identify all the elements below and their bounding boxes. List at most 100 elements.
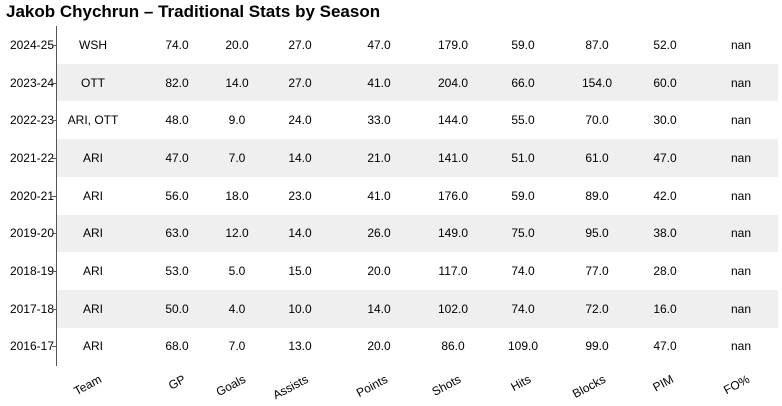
table-cell-team: ARI [82,339,103,354]
table-cell-pim: 38.0 [653,226,677,241]
table-cell-blocks: 70.0 [585,113,609,128]
table-cell-fo-: nan [730,37,752,52]
table-cell-shots: 204.0 [437,75,469,90]
column-header: Hits [508,372,534,395]
table-row: ARI 47.0 7.0 14.0 21.0 141.0 51.0 61.0 47.0 nan [57,139,778,177]
table-cell-gp: 47.0 [165,150,189,165]
table-cell-blocks: 99.0 [585,339,609,354]
column-header: FO% [720,372,752,398]
table-cell-shots: 144.0 [437,113,469,128]
table-cell-points: 26.0 [367,226,391,241]
page-title: Jakob Chychrun – Traditional Stats by Se… [6,2,381,21]
y-tick [52,346,56,348]
table-cell-assists: 27.0 [288,75,312,90]
season-label: 2021-22 [9,150,54,165]
season-label: 2023-24 [9,75,54,90]
table-row: ARI, OTT 48.0 9.0 24.0 33.0 144.0 55.0 70.0 30.0… [57,101,778,139]
table-cell-assists: 23.0 [288,188,312,203]
table-cell-points: 14.0 [367,301,391,316]
table-cell-assists: 15.0 [288,264,312,279]
table-cell-team: WSH [79,37,107,52]
table-cell-gp: 48.0 [165,113,189,128]
table-cell-team: ARI [82,226,103,241]
column-header: GP [165,372,188,393]
table-cell-fo-: nan [730,339,752,354]
table-cell-team: ARI [82,188,103,203]
season-label: 2024-25 [9,37,54,52]
table-cell-team: ARI [82,301,103,316]
table-cell-assists: 14.0 [288,226,312,241]
table-cell-hits: 74.0 [511,264,535,279]
table-row: WSH 74.0 20.0 27.0 47.0 179.0 59.0 87.0 52.0 nan [57,26,778,64]
table-cell-fo-: nan [730,150,752,165]
table-cell-shots: 102.0 [437,301,469,316]
table-cell-blocks: 89.0 [585,188,609,203]
y-tick [52,44,56,46]
table-cell-shots: 141.0 [437,150,469,165]
table-cell-gp: 53.0 [165,264,189,279]
table-cell-hits: 66.0 [511,75,535,90]
table-cell-fo-: nan [730,226,752,241]
table-cell-blocks: 72.0 [585,301,609,316]
column-header: Assists [270,372,311,403]
table-row: ARI 50.0 4.0 10.0 14.0 102.0 74.0 72.0 16.0 nan [57,289,778,328]
table-cell-goals: 12.0 [225,226,249,241]
column-header: Points [353,372,390,401]
season-label: 2016-17 [9,339,54,354]
table-cell-hits: 74.0 [511,301,535,316]
table-cell-assists: 14.0 [288,150,312,165]
y-tick [52,157,56,159]
table-cell-hits: 75.0 [511,226,535,241]
y-tick [52,308,56,310]
table-cell-assists: 27.0 [288,37,312,52]
y-tick [52,195,56,197]
table-row: OTT 82.0 14.0 27.0 41.0 204.0 66.0 154.0 60.0 nan [57,63,778,102]
table-cell-pim: 47.0 [653,150,677,165]
table-cell-gp: 68.0 [165,339,189,354]
table-cell-team: ARI [82,150,103,165]
table-cell-goals: 9.0 [228,113,246,128]
table-cell-assists: 10.0 [288,301,312,316]
y-tick [52,82,56,84]
y-tick [52,120,56,122]
table-cell-shots: 176.0 [437,188,469,203]
table-cell-pim: 28.0 [653,264,677,279]
table-cell-gp: 50.0 [165,301,189,316]
column-header: Team [71,372,104,399]
table-cell-blocks: 77.0 [585,264,609,279]
table-cell-pim: 42.0 [653,188,677,203]
table-cell-team: OTT [81,75,105,90]
table-cell-fo-: nan [730,75,752,90]
table-cell-pim: 52.0 [653,37,677,52]
table-cell-goals: 5.0 [228,264,246,279]
column-header: Shots [429,372,464,399]
table-cell-fo-: nan [730,264,752,279]
table-cell-assists: 24.0 [288,113,312,128]
table-row: ARI 68.0 7.0 13.0 20.0 86.0 109.0 99.0 47.0 nan [57,328,778,366]
season-label: 2018-19 [9,264,54,279]
table-cell-team: ARI, OTT [67,113,119,128]
column-header: Goals [213,372,248,400]
table-cell-hits: 109.0 [507,339,539,354]
table-cell-blocks: 61.0 [585,150,609,165]
table-row: ARI 63.0 12.0 14.0 26.0 149.0 75.0 95.0 38.0 nan [57,214,778,253]
y-tick [52,271,56,273]
table-cell-hits: 59.0 [511,37,535,52]
table-cell-gp: 63.0 [165,226,189,241]
table-cell-hits: 59.0 [511,188,535,203]
table-cell-pim: 47.0 [653,339,677,354]
table-cell-goals: 20.0 [225,37,249,52]
table-cell-gp: 82.0 [165,75,189,90]
table-cell-blocks: 87.0 [585,37,609,52]
table-cell-points: 20.0 [367,339,391,354]
table-cell-pim: 60.0 [653,75,677,90]
season-label: 2017-18 [9,301,54,316]
table-cell-gp: 56.0 [165,188,189,203]
table-cell-shots: 117.0 [438,264,468,279]
table-cell-points: 41.0 [367,75,391,90]
y-axis-line [56,26,57,366]
table-cell-goals: 14.0 [225,75,249,90]
table-cell-hits: 55.0 [511,113,535,128]
table-cell-blocks: 154.0 [581,75,613,90]
table-cell-goals: 4.0 [228,301,246,316]
